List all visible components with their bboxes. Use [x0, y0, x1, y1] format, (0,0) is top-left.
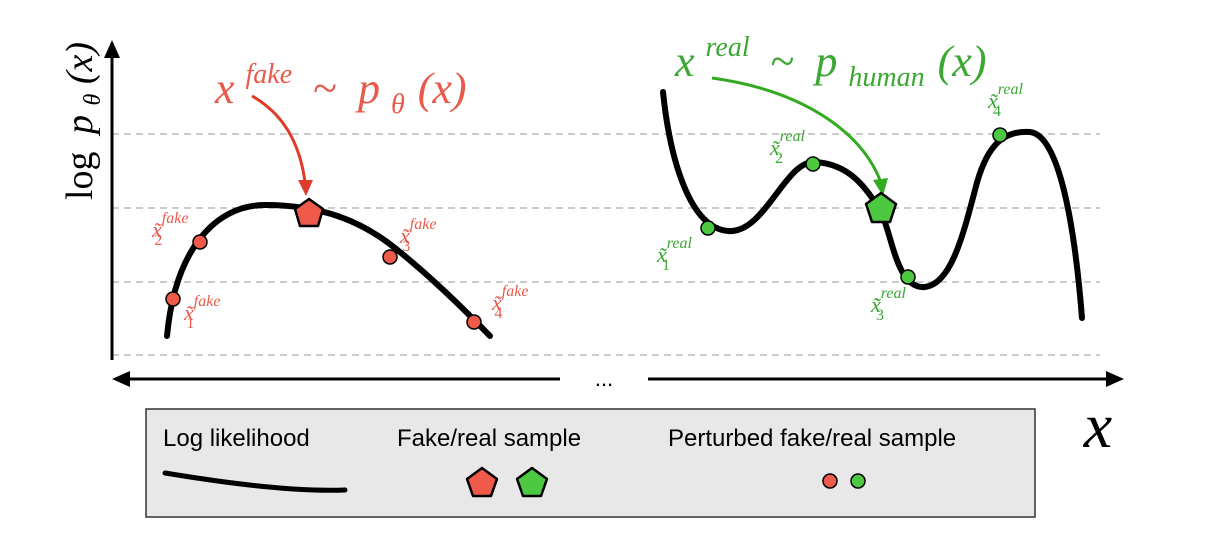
grid-lines [112, 133, 1100, 356]
legend-log-likelihood-line [162, 470, 348, 493]
real-perturbed-point [992, 127, 1008, 143]
real-formula-sup: real [706, 32, 750, 63]
real-arrow [711, 76, 888, 196]
y-axis-label: log p θ (x) [59, 42, 109, 200]
fake-formula-sup: fake [246, 59, 293, 90]
real-perturbed-point [805, 156, 821, 172]
real-formula-tilde: ~ [771, 37, 795, 86]
legend-fake-perturbed-marker [822, 473, 838, 489]
legend-sample-label: Fake/real sample [397, 425, 581, 452]
x-axis-arrowhead-right [1106, 371, 1124, 387]
fake-perturbed-point [382, 249, 398, 265]
real-perturbed-points [700, 127, 1008, 285]
real-sample-marker [864, 191, 898, 224]
real-formula-arg: (x) [938, 37, 987, 86]
fake-arrow [251, 94, 313, 196]
fake-log-likelihood-curve [164, 201, 493, 339]
fake-perturbed-points [165, 234, 482, 330]
legend-real-perturbed-marker [850, 473, 866, 489]
legend-fake-sample-marker [465, 466, 499, 498]
real-perturbed-label-2: x̃real 2 [769, 128, 806, 167]
y-axis-arg: (x) [59, 42, 101, 84]
fake-perturbed-label-2: x̃fake 2 [151, 210, 188, 249]
real-perturbed-point [700, 220, 716, 236]
legend-log-likelihood-label: Log likelihood [163, 425, 310, 452]
real-perturbed-label-4: x̃real 4 [987, 81, 1024, 120]
legend-perturbed-label: Perturbed fake/real sample [668, 425, 956, 452]
fake-perturbed-label-1: x̃fake 1 [183, 293, 220, 332]
real-perturbed-label-3: x̃real 3 [870, 285, 907, 324]
fake-perturbed-label-4: x̃fake 4 [491, 283, 528, 322]
fake-sample-marker [293, 197, 325, 228]
real-formula-sub: human [848, 62, 924, 93]
real-formula-p: p [812, 37, 837, 86]
legend: Log likelihood Fake/real sample Perturbe… [145, 408, 1036, 518]
real-formula-x: x [674, 37, 695, 86]
fake-formula-x: x [214, 64, 235, 113]
fake-formula-arg: (x) [418, 64, 467, 113]
real-perturbed-label-1: x̃real 1 [656, 235, 693, 274]
fake-perturbed-labels: x̃fake 1 x̃fake 2 x̃fake 3 x̃fake 4 [151, 210, 528, 332]
y-axis-arrowhead [104, 40, 120, 58]
x-axis-label: x [1083, 390, 1112, 461]
fake-perturbed-label-3: x̃fake 3 [399, 216, 436, 255]
y-axis-p: p [59, 115, 101, 137]
legend-box [145, 408, 1036, 518]
x-axis: ... x [112, 366, 1124, 461]
fake-formula-tilde: ~ [313, 64, 337, 113]
fake-perturbed-point [165, 291, 181, 307]
real-formula: x real ~ p human (x) [674, 17, 987, 96]
fake-perturbed-point [466, 314, 482, 330]
x-axis-ellipsis: ... [595, 366, 613, 391]
y-axis-sub: θ [80, 93, 106, 105]
y-axis: log p θ (x) [59, 40, 120, 360]
fake-perturbed-point [192, 234, 208, 250]
legend-real-sample-marker [515, 466, 549, 498]
fake-formula-sub: θ [391, 89, 405, 120]
y-axis-log: log [59, 151, 101, 200]
real-perturbed-labels: x̃real 1 x̃real 2 x̃real 3 x̃real 4 [656, 81, 1024, 324]
real-perturbed-point [900, 269, 916, 285]
real-log-likelihood-curve [660, 89, 1085, 321]
fake-formula-p: p [355, 64, 380, 113]
x-axis-arrowhead-left [112, 371, 130, 387]
fake-formula: x fake ~ p θ (x) [214, 44, 467, 123]
